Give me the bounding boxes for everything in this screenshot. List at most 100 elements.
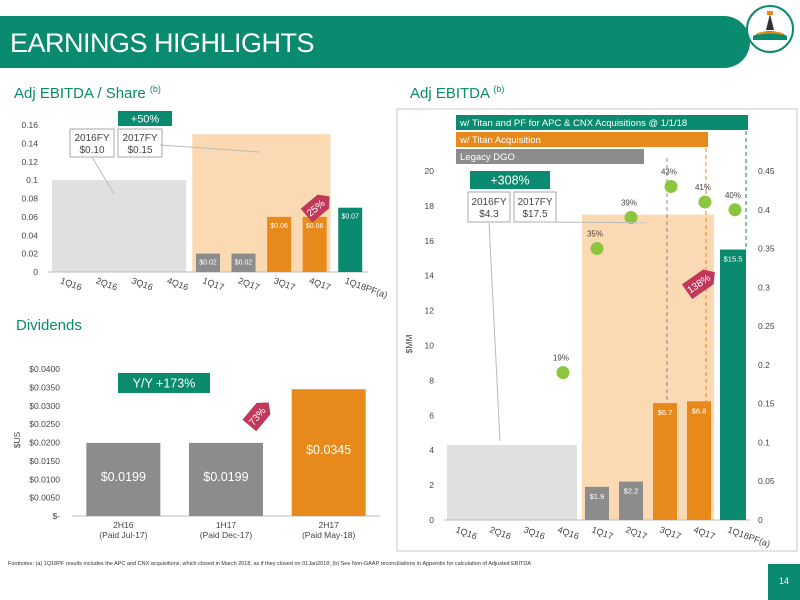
y-tick-label: 0: [429, 515, 434, 525]
y-tick-label: $0.0100: [29, 474, 60, 484]
dividends-chart: $- $0.0050 $0.0100 $0.0150 $0.0200 $0.0250 $0.…: [12, 364, 380, 540]
margin-label: 35%: [587, 230, 603, 239]
x-tick-label: 3Q17: [272, 275, 296, 292]
margin-label: 19%: [553, 354, 569, 363]
x-tick-label: 3Q17: [658, 524, 682, 541]
fy-value: $17.5: [522, 209, 547, 220]
bar-value-label: $0.0199: [101, 470, 146, 484]
y-tick-label: $0.0050: [29, 493, 60, 503]
y2-tick-label: 0.25: [758, 321, 775, 331]
fy-value: $0.15: [127, 145, 152, 156]
legend-bar: [456, 115, 748, 130]
y-tick-label: 4: [429, 445, 434, 455]
margin-dot: [698, 195, 712, 209]
x-tick-label: 1Q18PF(a): [726, 524, 771, 549]
bar: [267, 216, 292, 272]
y-tick-label: $0.0350: [29, 382, 60, 392]
y-tick-label: 0.06: [21, 212, 38, 222]
growth-callout-box: [118, 111, 172, 126]
margin-label: 43%: [661, 168, 677, 177]
fy-label: 2017FY: [517, 197, 552, 208]
y2-tick-label: 0.2: [758, 360, 770, 370]
growth-callout: Y/Y +173%: [133, 376, 196, 390]
bar-value-label: $0.06: [270, 223, 288, 230]
fy-pointer: [534, 221, 647, 224]
fy-value: $0.10: [79, 145, 104, 156]
y-tick-label: 6: [429, 410, 434, 420]
company-logo-icon: [746, 5, 794, 53]
y2-tick-label: 0.15: [758, 399, 775, 409]
bar: [687, 401, 711, 520]
y-tick-label: $0.0150: [29, 456, 60, 466]
fy-pointer: [488, 221, 501, 441]
growth-arrow: 73%: [242, 402, 271, 432]
x-tick-label: 1Q16: [59, 275, 83, 292]
y-tick-label: 0: [33, 267, 38, 277]
bar: [653, 403, 677, 520]
y-tick-label: 10: [425, 341, 435, 351]
y2-tick-label: 0.3: [758, 282, 770, 292]
y-tick-label: 0.14: [21, 138, 38, 148]
margin-label: 39%: [621, 199, 637, 208]
legend-bar: [456, 132, 708, 147]
margin-dot: [624, 211, 638, 225]
margin-dot: [556, 366, 570, 380]
fy-label: 2017FY: [122, 133, 157, 144]
bar: [720, 249, 746, 520]
y2-tick-label: 0.1: [758, 437, 770, 447]
fy-box: [117, 128, 163, 158]
x-tick-label: 1Q18PF(a): [344, 275, 389, 300]
fy2016-area: [52, 180, 187, 272]
y-tick-label: 0.08: [21, 194, 38, 204]
legend-label: w/ Titan Acquisition: [459, 135, 541, 146]
fy-pointer: [91, 156, 115, 195]
y-tick-label: 18: [425, 201, 435, 211]
y-tick-label: 0.1: [26, 175, 38, 185]
page-title: EARNINGS HIGHLIGHTS: [10, 28, 315, 58]
y2-tick-label: 0: [758, 515, 763, 525]
y-axis-label: $MM: [404, 335, 414, 354]
y-tick-label: 20: [425, 166, 435, 176]
x-tick-label: 2Q16: [95, 275, 119, 292]
x-tick-sublabel: (Paid May-18): [302, 530, 356, 540]
fy-box: [467, 191, 511, 223]
bar: [86, 442, 161, 516]
x-tick-label: 1Q17: [201, 275, 225, 292]
y2-tick-label: 0.35: [758, 244, 775, 254]
chart-border: [396, 108, 798, 552]
y-tick-label: 0.16: [21, 120, 38, 130]
x-tick-label: 4Q16: [166, 275, 190, 292]
bar-value-label: $6.8: [692, 406, 707, 415]
margin-label: 41%: [695, 183, 711, 192]
bar-value-label: $0.0199: [203, 470, 248, 484]
y2-tick-label: 0.45: [758, 166, 775, 176]
fy-box: [513, 191, 557, 223]
x-tick-label: 4Q16: [556, 524, 580, 541]
eps-chart: 0 0.02 0.04 0.06 0.08 0.1 0.12 0.14 0.16 1Q16 2Q16…: [21, 111, 389, 300]
fy-pointer: [159, 144, 261, 153]
y2-tick-label: 0.4: [758, 205, 770, 215]
growth-callout: +50%: [131, 113, 160, 125]
bar-value-label: $2.2: [624, 487, 639, 496]
fy-label: 2016FY: [74, 133, 109, 144]
ebitda-chart: 0 2 4 6 8 10 12 14 16 18 20 0 0.05 0.1 0.15 0.2 0.25 0.3 0…: [396, 108, 798, 552]
footnote: Footnotes: (a) 1Q18PF results includes t…: [8, 561, 531, 567]
bar: [189, 442, 263, 516]
x-tick-label: 1H17: [216, 520, 237, 530]
bar-value-label: $0.02: [235, 260, 253, 267]
x-tick-sublabel: (Paid Jul-17): [99, 530, 147, 540]
arrow-icon: [242, 402, 271, 432]
x-tick-label: 4Q17: [308, 275, 332, 292]
bar-value-label: $0.02: [199, 260, 217, 267]
dividends-section-title: Dividends: [16, 317, 82, 334]
margin-dot: [728, 203, 742, 217]
y-tick-label: 2: [429, 480, 434, 490]
bar: [196, 253, 220, 272]
legend-label: Legacy DGO: [460, 152, 515, 163]
bar-value-label: $15.5: [724, 255, 743, 264]
growth-arrow: 25%: [300, 194, 330, 223]
y-tick-label: 8: [429, 375, 434, 385]
bar: [619, 481, 643, 520]
y-tick-label: 0.12: [21, 157, 38, 167]
growth-callout-box: [118, 373, 210, 393]
